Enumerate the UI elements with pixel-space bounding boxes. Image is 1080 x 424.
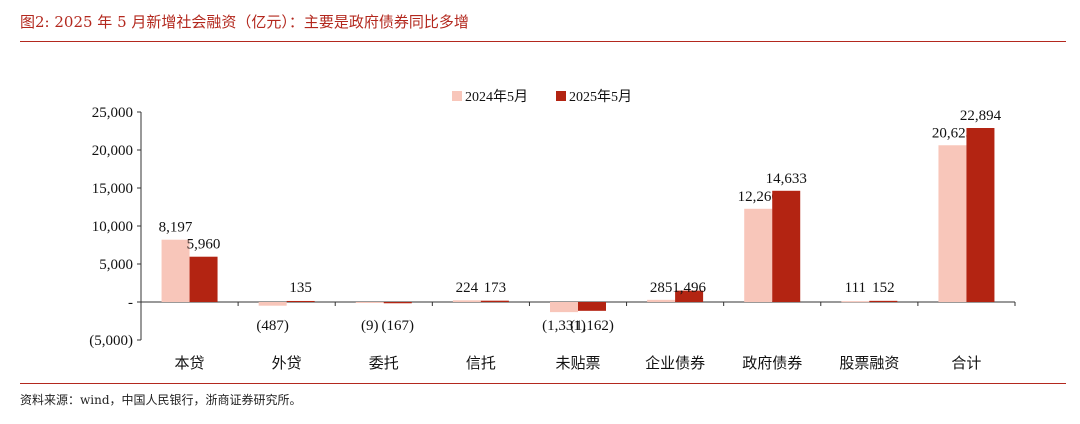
y-tick-label: 10,000 <box>92 219 133 235</box>
bar-2025 <box>869 300 898 302</box>
bar-2024 <box>161 239 190 302</box>
bar-2025 <box>772 190 801 302</box>
data-label: (1,162) <box>570 318 614 334</box>
bar-2024 <box>647 299 676 302</box>
data-label: 111 <box>845 280 866 296</box>
y-tick-label: - <box>128 295 133 311</box>
bar-2024 <box>550 302 578 313</box>
x-category-label: 未贴票 <box>555 355 600 372</box>
bar-2025 <box>383 302 412 304</box>
y-tick-label: (5,000) <box>89 333 133 349</box>
data-label: 20,623 <box>932 125 973 141</box>
data-label: 224 <box>456 280 479 296</box>
data-label: 14,633 <box>766 171 807 187</box>
title-divider <box>20 41 1066 42</box>
bar-2025 <box>286 300 315 302</box>
figure-title: 图2: 2025 年 5 月新增社会融资（亿元）：主要是政府债券同比多增 <box>20 13 469 31</box>
data-label: 173 <box>484 280 507 296</box>
bar-2024 <box>452 300 481 302</box>
source-note: 资料来源：wind，中国人民银行，浙商证券研究所。 <box>20 393 302 407</box>
data-label: 285 <box>650 280 673 296</box>
x-category-label: 合计 <box>951 355 981 372</box>
bar-2024 <box>938 145 967 302</box>
bar-2025 <box>480 300 509 302</box>
data-label: 5,960 <box>187 237 221 253</box>
legend-swatch-2024 <box>452 91 462 101</box>
bar-2024 <box>841 301 870 303</box>
bar-2025 <box>966 128 995 302</box>
data-label: 152 <box>872 280 895 296</box>
y-tick-label: 15,000 <box>92 181 133 197</box>
x-category-label: 外贷 <box>272 355 302 372</box>
bar-2024 <box>258 302 287 306</box>
legend-label: 2025年5月 <box>569 89 632 105</box>
y-tick-label: 5,000 <box>99 257 133 273</box>
x-category-label: 企业债券 <box>645 354 705 372</box>
data-label: (487) <box>256 318 289 334</box>
data-label: 8,197 <box>159 220 193 236</box>
x-category-label: 本贷 <box>175 355 205 372</box>
legend-label: 2024年5月 <box>465 89 528 105</box>
y-tick-label: 25,000 <box>92 105 133 121</box>
bar-2025 <box>675 290 704 302</box>
bar-2024 <box>355 302 384 303</box>
bar-2024 <box>744 208 773 302</box>
data-label: (1,331) <box>542 318 586 334</box>
legend-swatch-2025 <box>556 91 566 101</box>
y-tick-label: 20,000 <box>92 143 133 159</box>
data-label: 1,496 <box>672 280 706 296</box>
bar-2025 <box>578 302 606 311</box>
bar-2025 <box>189 256 218 302</box>
x-category-label: 政府债券 <box>742 355 802 372</box>
source-divider <box>20 383 1066 384</box>
data-label: 22,894 <box>960 108 1002 124</box>
data-label: 135 <box>289 280 312 296</box>
x-category-label: 信托 <box>466 355 496 372</box>
data-label: 12,266 <box>738 189 780 205</box>
data-label: (167) <box>382 318 415 334</box>
data-label: (9) <box>361 318 379 334</box>
x-category-label: 委托 <box>369 355 399 372</box>
x-category-label: 股票融资 <box>839 355 899 372</box>
